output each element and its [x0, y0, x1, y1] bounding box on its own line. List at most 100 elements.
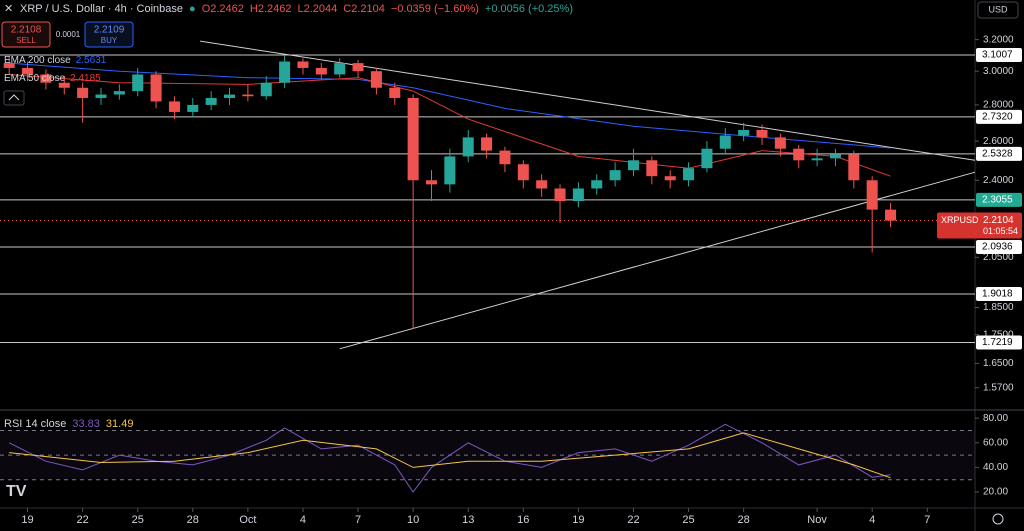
candle-body — [224, 94, 236, 98]
sell-label: SELL — [16, 36, 36, 45]
candle-body — [407, 97, 419, 181]
x-tick-label: 4 — [869, 514, 875, 526]
indicator-legend: EMA 200 close 2.5631 — [4, 55, 107, 66]
trendline — [339, 171, 976, 350]
candle-body — [481, 137, 493, 151]
y-tick-label: 3.2000 — [983, 34, 1014, 45]
sell-price: 2.2108 — [11, 25, 42, 36]
buy-button[interactable] — [84, 21, 134, 48]
indicator-value: 2.4185 — [70, 73, 101, 84]
candle-body — [848, 154, 860, 181]
x-tick-label: 7 — [924, 514, 930, 526]
current-symbol: XRPUSD — [941, 215, 979, 225]
header: XRP / U.S. Dollar · 4h · Coinbase ● O2.246… — [20, 3, 573, 15]
candle-body — [756, 129, 768, 138]
x-tick-label: 28 — [187, 514, 199, 526]
x-tick-label: 19 — [21, 514, 33, 526]
candle-body — [866, 180, 878, 210]
candle-body — [572, 188, 584, 202]
indicator-value: 2.5631 — [76, 55, 107, 66]
candle-body — [22, 67, 34, 75]
candle-body — [536, 180, 548, 189]
level-label: 1.9018 — [982, 289, 1013, 300]
collapse-button[interactable] — [3, 90, 25, 106]
candle-body — [150, 74, 162, 102]
candle-body — [627, 160, 639, 171]
price-axis-bg — [975, 0, 1024, 531]
currency-button[interactable] — [977, 1, 1019, 19]
change: −0.0359 (−1.60%) — [391, 3, 479, 15]
level-label: 1.7219 — [982, 337, 1013, 348]
candle-body — [554, 188, 566, 202]
candle-body — [591, 180, 603, 189]
sell-button[interactable] — [1, 21, 51, 48]
level-label-bg — [976, 335, 1022, 350]
candle-body — [444, 156, 456, 185]
ema-line — [9, 74, 891, 177]
y-tick-label: 1.7500 — [983, 329, 1014, 340]
x-tick-label: 4 — [300, 514, 306, 526]
candle-body — [389, 87, 401, 98]
y-tick-label: 2.8000 — [983, 100, 1014, 111]
x-tick-label: 10 — [407, 514, 419, 526]
candle-body — [77, 87, 89, 98]
level-label-bg — [976, 192, 1022, 207]
ohlc: H2.2462 — [250, 3, 292, 15]
candle-body — [664, 176, 676, 181]
status-dot: ● — [189, 3, 196, 15]
candle-body — [701, 148, 713, 169]
y-tick-label: 2.0500 — [983, 252, 1014, 263]
x-tick-label: 16 — [517, 514, 529, 526]
current-price: 2.2104 — [983, 215, 1014, 226]
level-label-bg — [976, 109, 1022, 124]
level-label-bg — [976, 286, 1022, 301]
buy-price: 2.2109 — [94, 25, 125, 36]
settings-button[interactable] — [992, 513, 1004, 525]
candle-body — [3, 63, 15, 68]
candle-body — [793, 148, 805, 161]
candle-body — [370, 71, 382, 88]
candle-body — [462, 137, 474, 157]
candle-body — [132, 74, 144, 92]
candle-body — [425, 180, 438, 185]
y-tick-label: 2.6000 — [983, 136, 1014, 147]
x-tick-label: 25 — [132, 514, 144, 526]
candle-body — [738, 129, 750, 136]
x-tick-label: 22 — [627, 514, 639, 526]
indicator-name: EMA 200 close — [4, 55, 71, 66]
rsi-name: RSI 14 close — [4, 418, 66, 430]
candle-body — [829, 154, 841, 159]
indicator-name: EMA 50 close — [4, 73, 66, 84]
buy-label: BUY — [101, 36, 118, 45]
rsi-line — [9, 432, 891, 479]
spread: 0.0001 — [56, 30, 81, 39]
candle-body — [683, 168, 695, 181]
ohlc: L2.2044 — [297, 3, 337, 15]
rsi-tick-label: 60.00 — [983, 437, 1008, 448]
level-label: 2.5328 — [982, 149, 1013, 160]
indicator-legend: EMA 50 close 2.4185 — [4, 73, 101, 84]
ohlc: O2.2462 — [202, 3, 244, 15]
x-tick-label: 22 — [77, 514, 89, 526]
level-label-bg — [976, 146, 1022, 161]
collapse-icon — [8, 94, 20, 101]
candle-body — [95, 94, 107, 98]
candle-body — [260, 82, 272, 97]
y-tick-label: 3.0000 — [983, 66, 1014, 77]
x-tick-label: Oct — [239, 514, 256, 526]
logo: TV — [6, 483, 27, 500]
candle-body — [58, 82, 70, 88]
candle-body — [334, 63, 346, 75]
trendline — [200, 40, 976, 161]
level-label: 2.0936 — [982, 242, 1013, 253]
candle-body — [168, 101, 180, 112]
level-label: 2.7320 — [982, 112, 1013, 123]
candle-body — [297, 61, 309, 68]
x-tick-label: 19 — [572, 514, 584, 526]
x-tick-label: Nov — [807, 514, 827, 526]
ema-line — [9, 62, 891, 149]
x-tick-label: 28 — [738, 514, 750, 526]
rsi-value: 33.83 — [72, 418, 100, 430]
currency: USD — [988, 4, 1008, 14]
level-label-bg — [976, 48, 1022, 63]
